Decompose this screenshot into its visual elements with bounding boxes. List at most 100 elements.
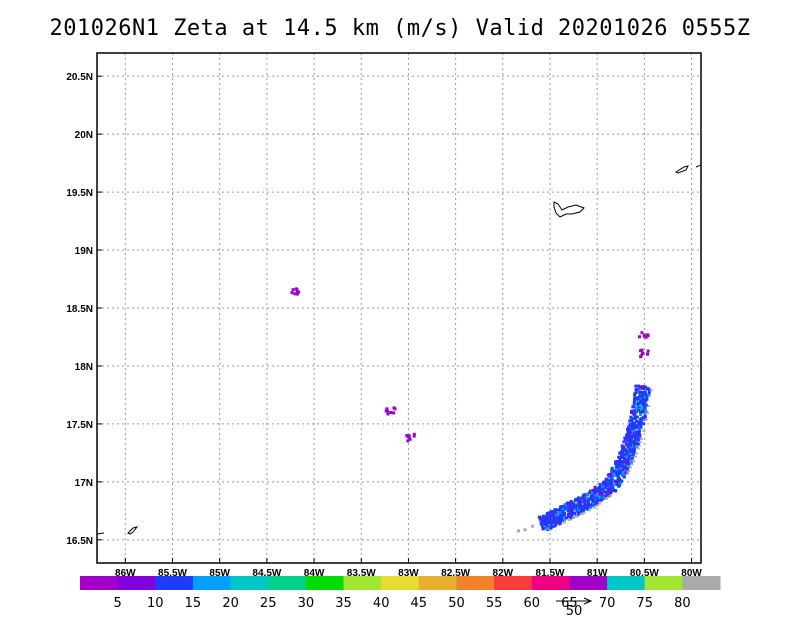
zeta-cell bbox=[601, 486, 605, 490]
lon-tick-label: 81.5W bbox=[536, 568, 565, 579]
zeta-cell bbox=[595, 498, 599, 502]
zeta-cell bbox=[640, 417, 643, 421]
colorbar-label: 50 bbox=[448, 596, 465, 611]
colorbar-label: 45 bbox=[411, 596, 428, 611]
zeta-cell bbox=[625, 439, 629, 443]
zeta-cell bbox=[589, 489, 593, 493]
zeta-cell bbox=[638, 433, 642, 437]
wind-vector-mark bbox=[562, 521, 566, 524]
zeta-cell bbox=[573, 511, 577, 515]
zeta-cell bbox=[606, 487, 610, 491]
zeta-cell bbox=[613, 473, 616, 477]
zeta-cell bbox=[554, 516, 558, 520]
zeta-speckle bbox=[646, 352, 649, 356]
zeta-cell bbox=[638, 404, 642, 408]
zeta-cell bbox=[632, 405, 636, 409]
zeta-cell bbox=[610, 482, 614, 486]
zeta-cell bbox=[599, 498, 603, 502]
wind-vector-mark bbox=[635, 452, 639, 455]
zeta-speckle bbox=[385, 407, 389, 411]
zeta-cell bbox=[637, 400, 641, 404]
zeta-cell bbox=[591, 493, 595, 497]
colorbar-swatch bbox=[682, 576, 721, 590]
zeta-cell bbox=[625, 452, 629, 455]
zeta-speckle bbox=[642, 334, 646, 338]
zeta-cell bbox=[552, 516, 556, 520]
zeta-cell bbox=[643, 385, 647, 389]
zeta-speckle bbox=[386, 409, 390, 413]
zeta-speckle bbox=[295, 292, 299, 296]
lon-tick-label: 86W bbox=[115, 568, 136, 579]
colorbar-swatch bbox=[192, 576, 231, 590]
zeta-cell bbox=[630, 456, 634, 460]
zeta-cell bbox=[553, 510, 557, 514]
zeta-cell bbox=[634, 384, 638, 388]
zeta-speckle bbox=[406, 439, 410, 443]
zeta-cell bbox=[635, 387, 639, 391]
zeta-cell bbox=[609, 485, 613, 489]
zeta-cell bbox=[615, 483, 619, 487]
zeta-cell bbox=[645, 397, 649, 401]
zeta-cell bbox=[634, 402, 638, 406]
zeta-cell bbox=[633, 397, 637, 401]
zeta-cell bbox=[605, 491, 609, 494]
zeta-cell bbox=[639, 385, 643, 389]
zeta-cell bbox=[619, 466, 623, 470]
wind-vector-mark bbox=[598, 502, 602, 505]
wind-vector-mark bbox=[630, 463, 634, 466]
zeta-cell bbox=[643, 398, 647, 402]
colorbar-label: 55 bbox=[486, 596, 503, 611]
zeta-cell bbox=[577, 500, 581, 504]
lon-tick-label: 80W bbox=[681, 568, 702, 579]
zeta-cell bbox=[589, 505, 593, 509]
zeta-cell bbox=[574, 497, 578, 501]
zeta-cell bbox=[570, 512, 574, 516]
zeta-cell bbox=[601, 484, 605, 488]
lat-tick-label: 19.5N bbox=[66, 188, 93, 199]
zeta-cell bbox=[635, 424, 639, 428]
zeta-cell bbox=[555, 508, 559, 512]
zeta-cell bbox=[647, 387, 651, 391]
zeta-cell bbox=[581, 495, 585, 499]
lat-tick-label: 16.5N bbox=[66, 536, 93, 547]
zeta-cell bbox=[616, 465, 620, 469]
colorbar-swatch bbox=[456, 576, 495, 590]
zeta-cell bbox=[571, 503, 575, 507]
zeta-speckle bbox=[639, 355, 643, 359]
zeta-cell bbox=[623, 466, 627, 470]
zeta-cell bbox=[647, 393, 651, 397]
zeta-cell bbox=[636, 435, 640, 439]
colorbar-label: 20 bbox=[222, 596, 239, 611]
zeta-cell bbox=[579, 510, 583, 514]
zeta-cell bbox=[593, 499, 597, 503]
zeta-cell bbox=[558, 508, 562, 511]
zeta-cell bbox=[621, 462, 625, 466]
zeta-cell bbox=[641, 403, 645, 407]
zeta-speckle bbox=[406, 434, 410, 438]
wind-vector-mark bbox=[593, 506, 597, 509]
zeta-cell bbox=[591, 503, 595, 507]
vector-scale-label: 50 bbox=[566, 604, 583, 618]
zeta-cell bbox=[543, 521, 547, 525]
zeta-speckle bbox=[640, 331, 644, 335]
wind-vector-mark bbox=[646, 411, 649, 414]
zeta-cell bbox=[625, 435, 629, 439]
zeta-cell bbox=[615, 472, 619, 475]
zeta-cell bbox=[614, 480, 618, 484]
zeta-cell bbox=[630, 436, 633, 440]
zeta-cell bbox=[542, 516, 546, 519]
zeta-cell bbox=[588, 491, 591, 495]
zeta-cell bbox=[638, 390, 642, 394]
zeta-cell bbox=[595, 495, 599, 499]
zeta-cell bbox=[628, 447, 632, 451]
colorbar-swatch bbox=[155, 576, 194, 590]
zeta-cell bbox=[636, 397, 640, 401]
colorbar-label: 70 bbox=[599, 596, 616, 611]
zeta-cell bbox=[618, 471, 621, 475]
wind-vector-mark bbox=[572, 517, 576, 519]
zeta-cell bbox=[627, 442, 630, 446]
zeta-cell bbox=[571, 501, 575, 505]
zeta-cell bbox=[629, 449, 633, 453]
zeta-cell bbox=[549, 518, 553, 522]
colorbar-swatch bbox=[418, 576, 457, 590]
